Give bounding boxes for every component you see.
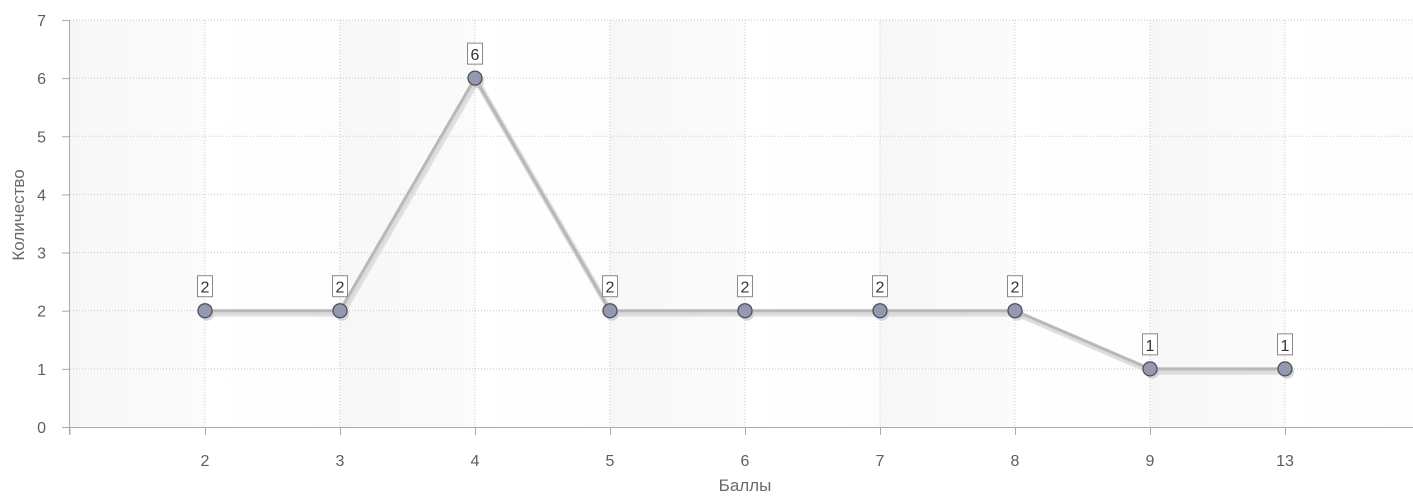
data-point xyxy=(872,303,888,319)
data-label: 6 xyxy=(471,47,480,64)
y-tick-label: 6 xyxy=(37,71,46,88)
x-tick-label: 13 xyxy=(1276,453,1294,470)
data-label-box xyxy=(467,42,483,65)
data-label-box xyxy=(197,275,213,298)
plot-band xyxy=(880,20,1015,427)
data-label: 2 xyxy=(741,280,750,297)
data-point xyxy=(332,303,348,319)
data-point xyxy=(602,303,618,319)
axes xyxy=(62,20,1413,435)
y-tick-label: 5 xyxy=(37,129,46,146)
x-tick-label: 6 xyxy=(741,453,750,470)
data-label: 2 xyxy=(336,280,345,297)
y-tick-label: 1 xyxy=(37,362,46,379)
plot-band xyxy=(1150,20,1285,427)
series-group xyxy=(197,70,1294,379)
data-labels: 2 2 6 2 2 2 2 1 1 xyxy=(197,42,1293,356)
tick-labels: 0 1 2 3 4 5 6 7 2 3 4 5 6 7 8 9 13 xyxy=(37,13,1294,470)
plot-band xyxy=(340,20,475,427)
data-label: 2 xyxy=(606,280,615,297)
data-point xyxy=(467,70,483,86)
data-label: 1 xyxy=(1281,338,1290,355)
x-tick-label: 3 xyxy=(336,453,345,470)
plot-band xyxy=(610,20,745,427)
plot-band xyxy=(1285,20,1413,427)
data-point xyxy=(1277,361,1293,377)
data-label: 2 xyxy=(201,280,210,297)
x-axis-title: Баллы xyxy=(719,476,772,495)
x-tick-label: 8 xyxy=(1011,453,1020,470)
plot-bands xyxy=(70,20,1413,427)
data-label-box xyxy=(1277,333,1293,356)
data-point xyxy=(1142,361,1158,377)
data-label-box xyxy=(1007,275,1023,298)
plot-band xyxy=(745,20,880,427)
plot-band xyxy=(1015,20,1150,427)
plot-band xyxy=(70,20,205,427)
y-tick-label: 7 xyxy=(37,13,46,30)
plot-band xyxy=(205,20,340,427)
y-axis-title: Количество xyxy=(9,169,28,260)
data-point xyxy=(1007,303,1023,319)
x-tick-label: 5 xyxy=(606,453,615,470)
y-tick-label: 0 xyxy=(37,420,46,437)
data-label-box xyxy=(737,275,753,298)
plot-band xyxy=(475,20,610,427)
y-tick-label: 3 xyxy=(37,246,46,263)
data-label-box xyxy=(602,275,618,298)
data-label: 1 xyxy=(1146,338,1155,355)
y-tick-label: 2 xyxy=(37,304,46,321)
data-label-box xyxy=(332,275,348,298)
data-label: 2 xyxy=(1011,280,1020,297)
y-tick-label: 4 xyxy=(37,187,46,204)
data-label: 2 xyxy=(876,280,885,297)
data-point xyxy=(737,303,753,319)
x-tick-label: 4 xyxy=(471,453,480,470)
x-tick-label: 9 xyxy=(1146,453,1155,470)
data-label-box xyxy=(1142,333,1158,356)
x-tick-label: 7 xyxy=(876,453,885,470)
x-tick-label: 2 xyxy=(201,453,210,470)
data-point xyxy=(197,303,213,319)
data-label-box xyxy=(872,275,888,298)
